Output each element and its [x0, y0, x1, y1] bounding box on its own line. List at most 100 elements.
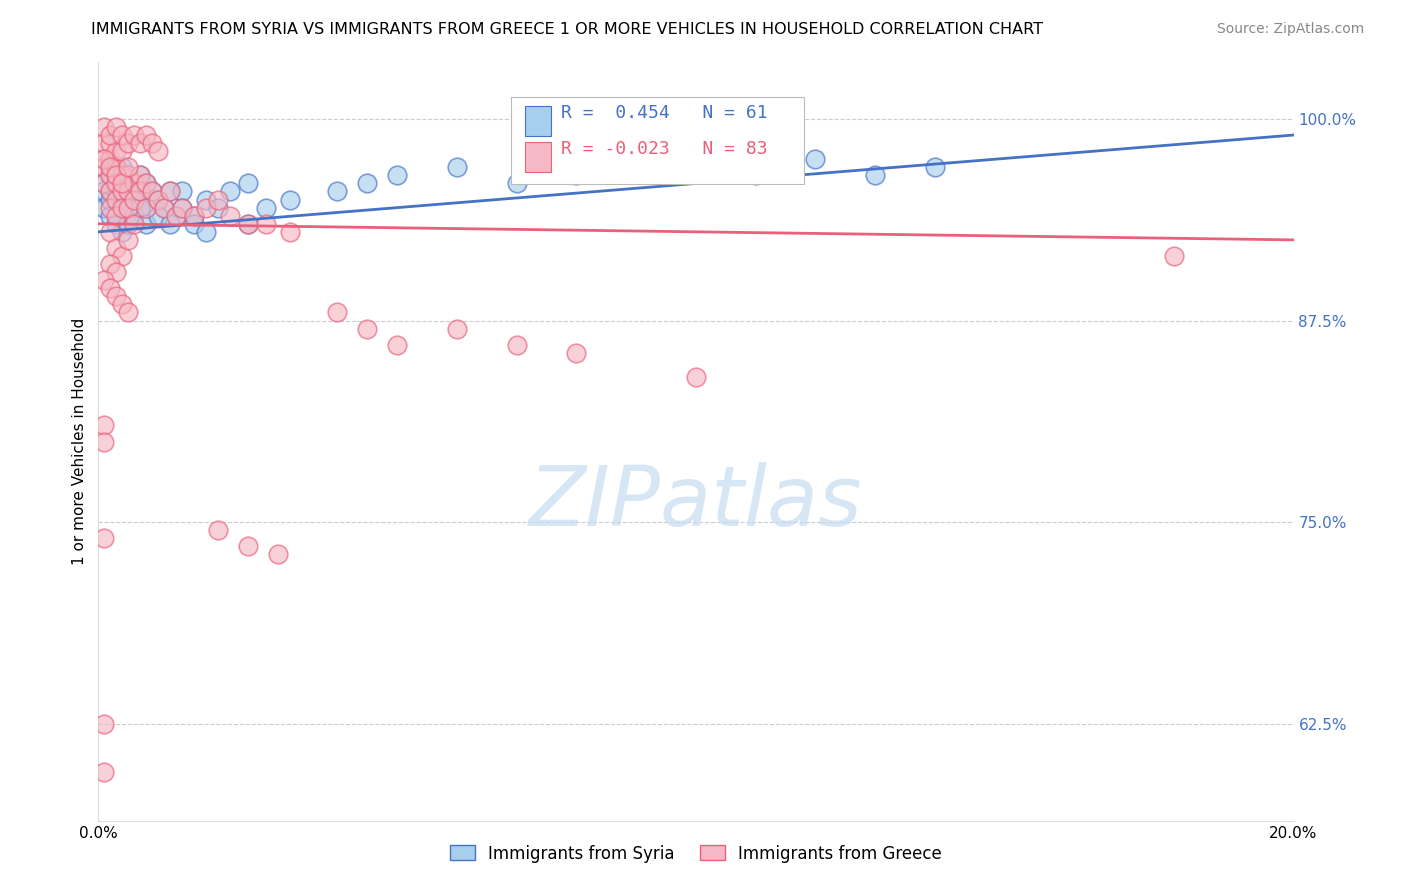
- Point: [117, 169, 139, 183]
- Point: [105, 120, 128, 134]
- Point: [111, 161, 134, 175]
- Point: [236, 540, 259, 554]
- Point: [135, 217, 157, 231]
- Point: [195, 201, 218, 215]
- Point: [111, 249, 134, 263]
- Point: [105, 209, 128, 223]
- Point: [117, 233, 139, 247]
- Point: [1163, 249, 1185, 263]
- Point: [207, 523, 229, 537]
- Point: [105, 144, 128, 158]
- Point: [278, 193, 301, 207]
- Point: [129, 169, 152, 183]
- Point: [183, 209, 205, 223]
- Point: [446, 321, 468, 335]
- Y-axis label: 1 or more Vehicles in Household: 1 or more Vehicles in Household: [72, 318, 87, 566]
- Point: [326, 185, 349, 199]
- Point: [172, 201, 194, 215]
- Point: [105, 161, 128, 175]
- Point: [111, 297, 134, 311]
- Point: [93, 153, 115, 167]
- Point: [93, 434, 115, 449]
- Point: [153, 201, 176, 215]
- Point: [117, 185, 139, 199]
- Point: [111, 169, 134, 183]
- Point: [148, 209, 170, 223]
- Point: [183, 217, 205, 231]
- Point: [98, 153, 122, 167]
- Point: [98, 161, 122, 175]
- Point: [172, 185, 194, 199]
- Point: [506, 177, 529, 191]
- Point: [93, 177, 115, 191]
- Point: [148, 193, 170, 207]
- Point: [124, 193, 146, 207]
- Point: [254, 217, 277, 231]
- Point: [135, 177, 157, 191]
- Point: [93, 532, 115, 546]
- Point: [207, 201, 229, 215]
- Point: [159, 185, 181, 199]
- Point: [135, 201, 157, 215]
- Point: [129, 185, 152, 199]
- Point: [236, 217, 259, 231]
- Point: [159, 217, 181, 231]
- FancyBboxPatch shape: [524, 142, 551, 172]
- Point: [98, 225, 122, 239]
- Point: [93, 185, 115, 199]
- Point: [219, 185, 242, 199]
- Point: [153, 201, 176, 215]
- Point: [93, 201, 115, 215]
- Point: [117, 185, 139, 199]
- Point: [165, 209, 187, 223]
- Point: [98, 201, 122, 215]
- Point: [105, 193, 128, 207]
- FancyBboxPatch shape: [510, 96, 804, 184]
- Point: [98, 161, 122, 175]
- Point: [98, 136, 122, 150]
- Point: [93, 120, 115, 134]
- Point: [254, 201, 277, 215]
- Point: [135, 177, 157, 191]
- Point: [685, 153, 707, 167]
- Text: Source: ZipAtlas.com: Source: ZipAtlas.com: [1216, 22, 1364, 37]
- Point: [565, 169, 588, 183]
- Point: [129, 201, 152, 215]
- Text: R = -0.023   N = 83: R = -0.023 N = 83: [561, 140, 768, 158]
- Point: [195, 193, 218, 207]
- Point: [565, 346, 588, 360]
- Point: [98, 185, 122, 199]
- Point: [105, 161, 128, 175]
- Point: [195, 225, 218, 239]
- Point: [117, 201, 139, 215]
- Point: [865, 169, 887, 183]
- Point: [111, 177, 134, 191]
- Point: [745, 169, 768, 183]
- Point: [124, 177, 146, 191]
- Legend: Immigrants from Syria, Immigrants from Greece: Immigrants from Syria, Immigrants from G…: [443, 838, 949, 869]
- Point: [685, 370, 707, 384]
- Point: [111, 169, 134, 183]
- Point: [165, 209, 187, 223]
- Point: [124, 193, 146, 207]
- Point: [111, 128, 134, 142]
- Point: [141, 185, 163, 199]
- Point: [804, 153, 827, 167]
- Point: [93, 136, 115, 150]
- Text: R =  0.454   N = 61: R = 0.454 N = 61: [561, 103, 768, 122]
- Point: [124, 128, 146, 142]
- Point: [183, 209, 205, 223]
- Point: [626, 161, 648, 175]
- Point: [98, 281, 122, 295]
- Point: [135, 128, 157, 142]
- Point: [141, 136, 163, 150]
- Point: [385, 337, 409, 351]
- Point: [111, 201, 134, 215]
- Point: [93, 765, 115, 780]
- Point: [117, 169, 139, 183]
- Point: [98, 169, 122, 183]
- Point: [207, 193, 229, 207]
- Point: [326, 305, 349, 319]
- Point: [924, 161, 946, 175]
- Point: [105, 289, 128, 303]
